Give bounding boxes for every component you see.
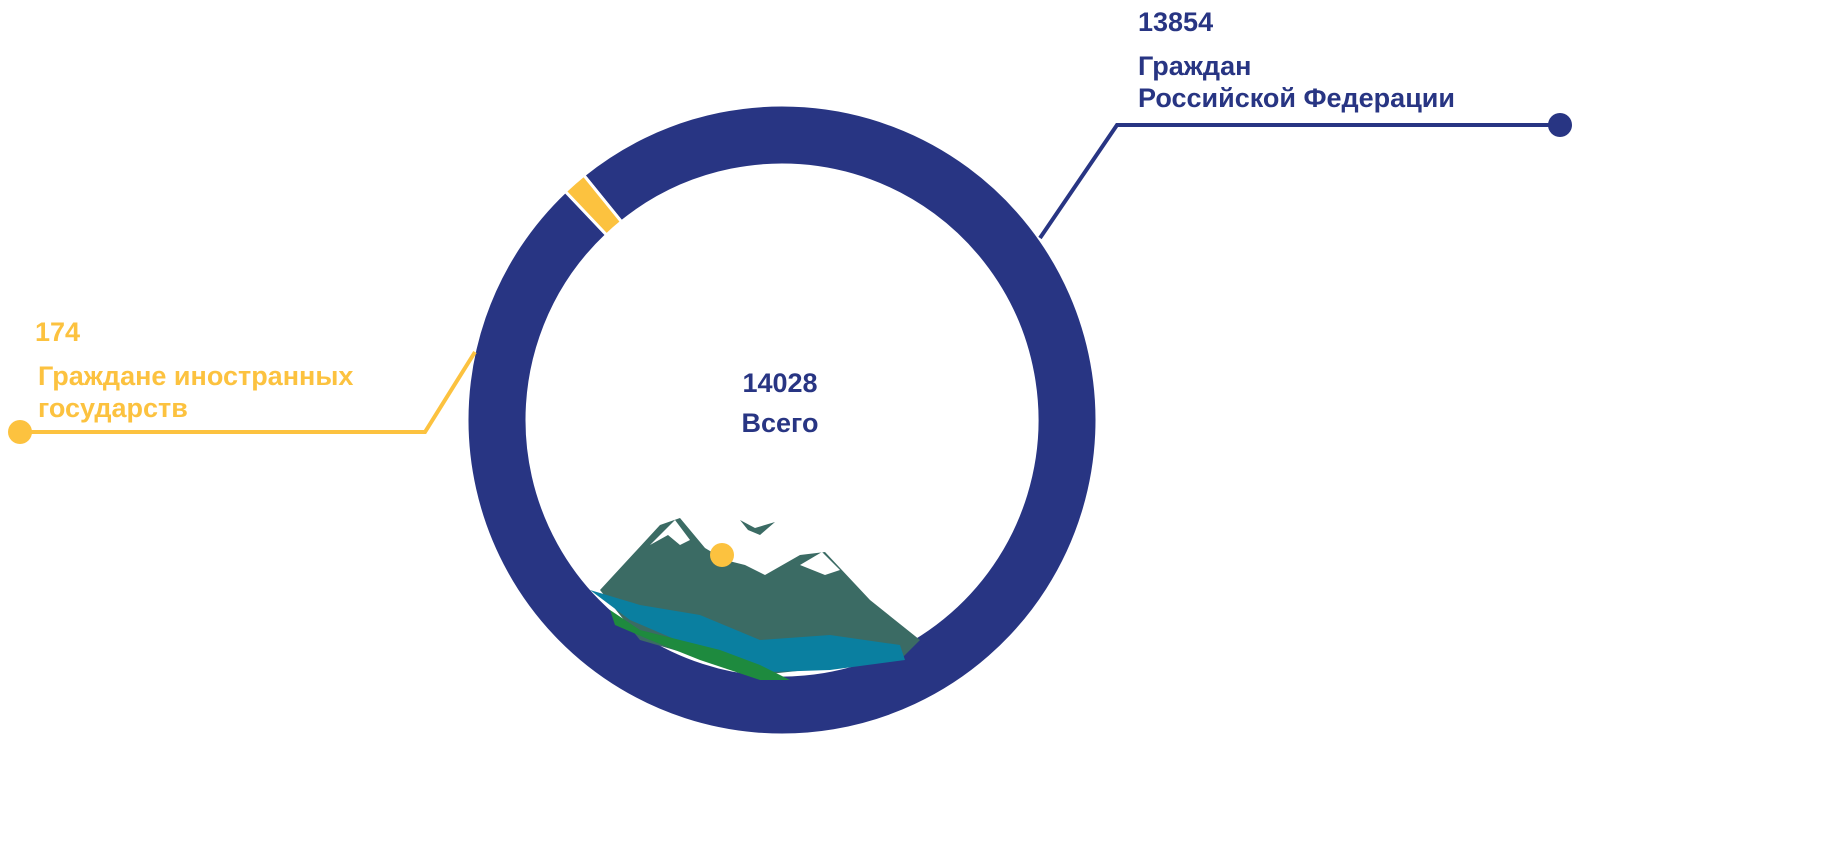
category-label: Граждане иностранных государств: [38, 360, 353, 424]
value-label: 174: [35, 316, 80, 348]
category-label: Граждан Российской Федерации: [1138, 50, 1455, 114]
value-label: 13854: [1138, 6, 1213, 38]
page: 13854 Граждан Российской Федерации 174 Г…: [0, 0, 1837, 862]
total-value: 14028: [630, 368, 930, 399]
total-label: Всего: [630, 408, 930, 439]
